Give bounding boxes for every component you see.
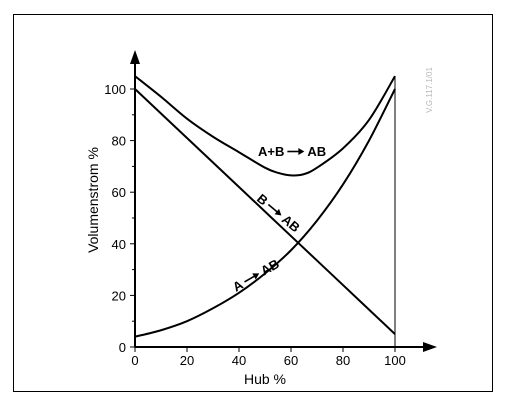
arrow-head-icon bbox=[274, 208, 282, 216]
curve-label-source: A bbox=[230, 277, 246, 295]
y-tick-label: 60 bbox=[112, 185, 126, 200]
y-tick-label: 100 bbox=[104, 82, 126, 97]
y-tick-label: 40 bbox=[112, 237, 126, 252]
x-tick-label: 20 bbox=[180, 353, 194, 368]
curve-label-source: B bbox=[254, 191, 271, 209]
y-axis-title: Volumenstrom % bbox=[85, 147, 101, 253]
curve-label-target: AB bbox=[279, 212, 303, 236]
x-tick-label: 80 bbox=[336, 353, 350, 368]
x-tick-label: 60 bbox=[284, 353, 298, 368]
x-tick-label: 40 bbox=[232, 353, 246, 368]
y-tick-label: 80 bbox=[112, 134, 126, 149]
x-tick-label: 100 bbox=[384, 353, 406, 368]
chart-frame bbox=[13, 14, 493, 392]
curve-a-plus-b-to-ab bbox=[134, 75, 396, 177]
label-a-to-ab: AAB bbox=[230, 256, 282, 295]
y-axis-arrow bbox=[130, 50, 140, 64]
y-tick-label: 0 bbox=[119, 340, 126, 355]
x-axis-title: Hub % bbox=[244, 371, 286, 387]
x-axis-arrow bbox=[423, 342, 437, 352]
curve-label-source: A+B bbox=[258, 144, 284, 159]
arrow-head-icon bbox=[252, 273, 260, 280]
curve-b-to-ab bbox=[134, 88, 396, 335]
label-a-plus-b-to-ab: A+B AB bbox=[258, 144, 326, 159]
arrow-head-icon bbox=[298, 148, 305, 155]
curve-a-to-ab bbox=[134, 88, 396, 338]
drawing-code: V.G.117.1/01 bbox=[425, 67, 434, 113]
arrow-right-icon bbox=[244, 275, 256, 283]
label-b-to-ab: B AB bbox=[254, 191, 303, 235]
x-tick-label: 0 bbox=[131, 353, 138, 368]
curve-label-target: AB bbox=[307, 144, 326, 159]
arrow-right-icon bbox=[267, 203, 279, 213]
y-tick-label: 20 bbox=[112, 288, 126, 303]
